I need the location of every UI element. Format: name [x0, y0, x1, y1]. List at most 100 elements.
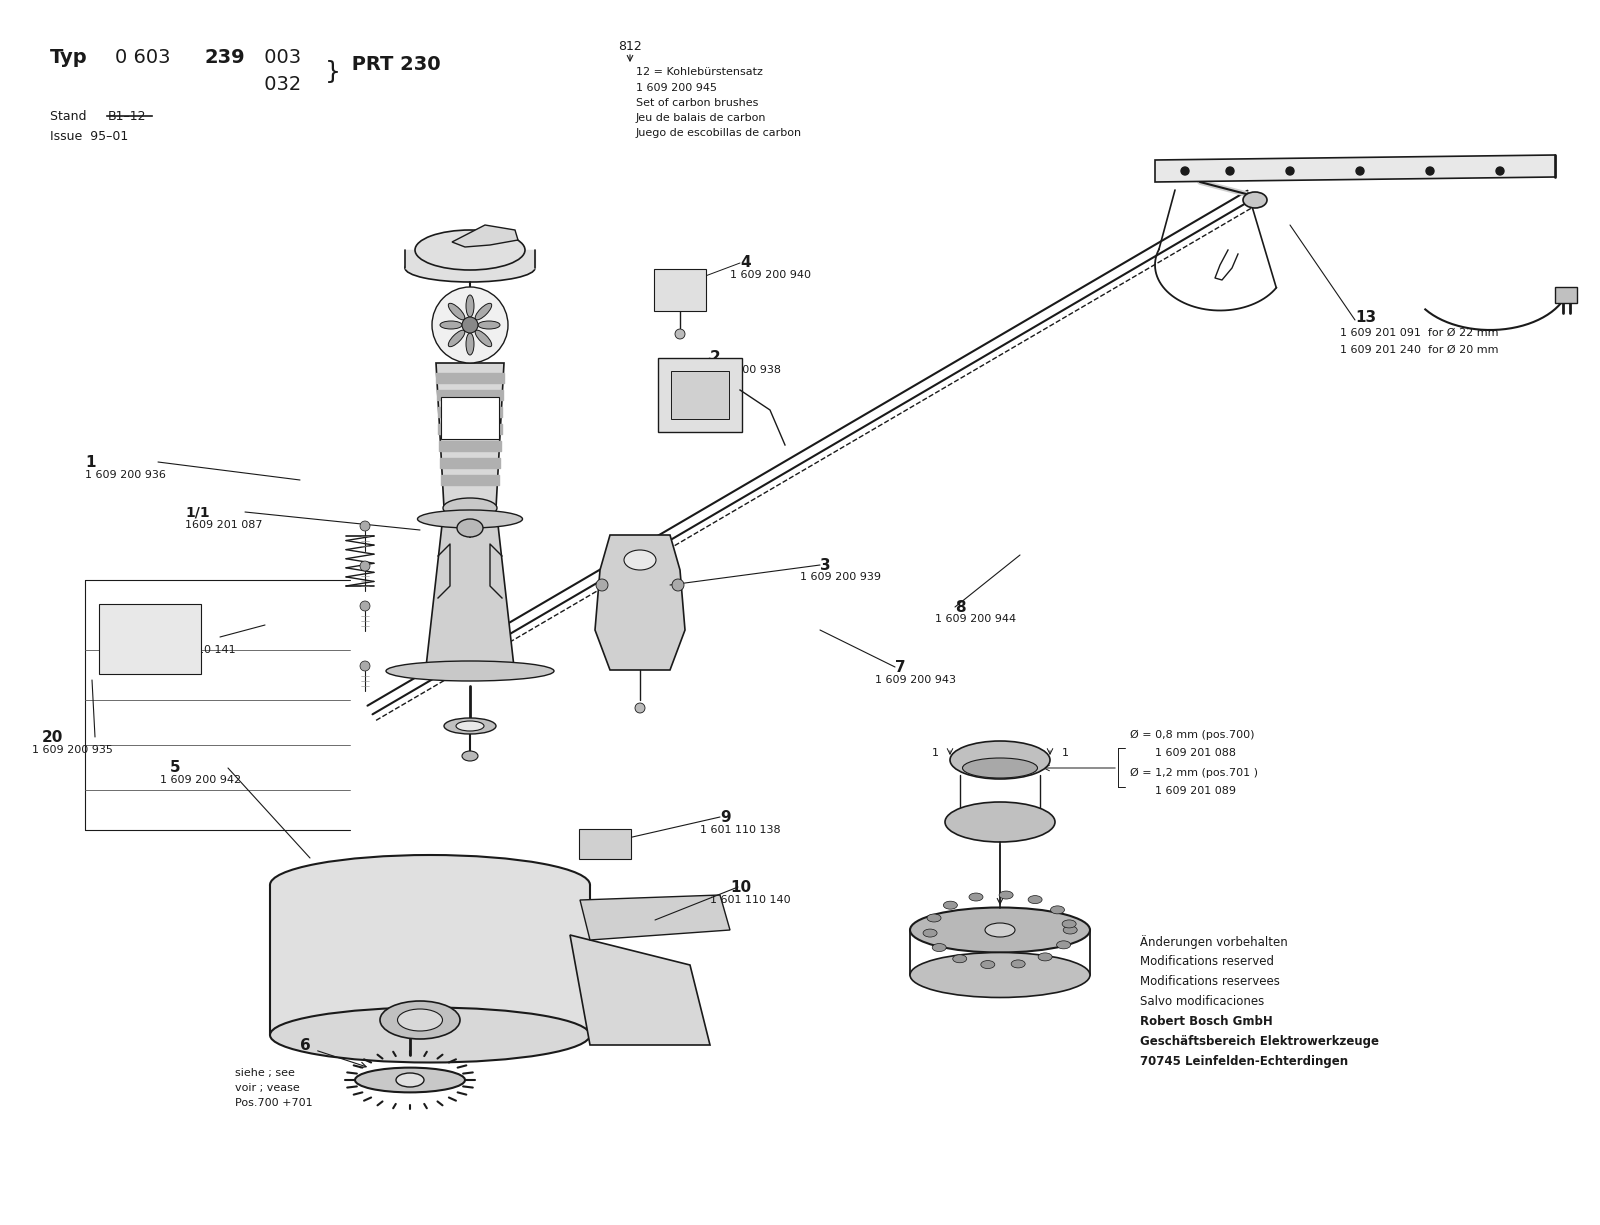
Ellipse shape [456, 722, 483, 731]
Ellipse shape [910, 953, 1090, 997]
Text: 1 601 110 138: 1 601 110 138 [701, 824, 781, 835]
Text: Geschäftsbereich Elektrowerkzeuge: Geschäftsbereich Elektrowerkzeuge [1139, 1035, 1379, 1049]
Text: 1 609 200 939: 1 609 200 939 [800, 572, 882, 582]
Text: Stand: Stand [50, 110, 91, 123]
Ellipse shape [1243, 192, 1267, 208]
Text: 1 601 110 140: 1 601 110 140 [710, 895, 790, 905]
Polygon shape [595, 535, 685, 670]
Text: Jeu de balais de carbon: Jeu de balais de carbon [637, 113, 766, 123]
Text: Änderungen vorbehalten: Änderungen vorbehalten [1139, 935, 1288, 949]
Text: 1 609 200 935: 1 609 200 935 [32, 745, 114, 755]
Ellipse shape [270, 855, 590, 915]
Ellipse shape [475, 331, 491, 347]
Ellipse shape [910, 908, 1090, 953]
Text: 1 609 200 940: 1 609 200 940 [730, 270, 811, 281]
Ellipse shape [998, 891, 1013, 899]
FancyBboxPatch shape [442, 397, 499, 439]
Polygon shape [453, 225, 518, 247]
Circle shape [1357, 167, 1363, 175]
Text: Robert Bosch GmbH: Robert Bosch GmbH [1139, 1016, 1272, 1028]
Ellipse shape [448, 331, 466, 347]
Ellipse shape [466, 333, 474, 355]
Ellipse shape [952, 954, 966, 963]
Text: 1 609 201 240  for Ø 20 mm: 1 609 201 240 for Ø 20 mm [1341, 345, 1499, 355]
Ellipse shape [397, 1009, 443, 1031]
Text: 1: 1 [931, 748, 939, 758]
Ellipse shape [946, 802, 1054, 842]
Text: 1 609 200 944: 1 609 200 944 [934, 614, 1016, 624]
FancyBboxPatch shape [579, 829, 630, 859]
FancyBboxPatch shape [99, 604, 202, 674]
Text: 8: 8 [955, 600, 966, 615]
Text: 1 601 110 141: 1 601 110 141 [155, 646, 235, 655]
Ellipse shape [466, 295, 474, 317]
Text: 1 609 200 936: 1 609 200 936 [85, 470, 166, 480]
Ellipse shape [270, 1007, 590, 1062]
Ellipse shape [923, 929, 938, 937]
Ellipse shape [926, 914, 941, 922]
Ellipse shape [1062, 920, 1077, 927]
Circle shape [462, 317, 478, 333]
Circle shape [360, 662, 370, 671]
Text: BOSCH: BOSCH [106, 612, 138, 621]
Text: B1–12: B1–12 [109, 110, 147, 123]
Text: 1 609 200 943: 1 609 200 943 [875, 675, 957, 685]
FancyBboxPatch shape [658, 358, 742, 432]
FancyBboxPatch shape [670, 371, 730, 419]
Ellipse shape [981, 960, 995, 969]
Ellipse shape [397, 1073, 424, 1087]
Ellipse shape [418, 510, 523, 528]
Circle shape [672, 579, 685, 590]
Polygon shape [579, 895, 730, 940]
Circle shape [1426, 167, 1434, 175]
Text: 2: 2 [710, 350, 720, 365]
Text: Salvo modificaciones: Salvo modificaciones [1139, 995, 1264, 1008]
Polygon shape [1155, 156, 1555, 183]
Ellipse shape [624, 550, 656, 570]
Ellipse shape [1051, 905, 1064, 914]
Ellipse shape [475, 304, 491, 320]
Text: 10: 10 [730, 880, 750, 895]
Text: Modifications reservees: Modifications reservees [1139, 975, 1280, 989]
Text: Modifications reserved: Modifications reserved [1139, 956, 1274, 968]
Text: 2: 2 [998, 742, 1005, 752]
Text: PRT 230: PRT 230 [106, 625, 133, 631]
Circle shape [595, 579, 608, 590]
Polygon shape [435, 363, 504, 508]
Text: 20: 20 [42, 730, 64, 745]
Polygon shape [270, 884, 590, 1035]
Text: Juego de escobillas de carbon: Juego de escobillas de carbon [637, 127, 802, 138]
Text: voir ; vease: voir ; vease [235, 1083, 299, 1093]
Text: 3: 3 [819, 559, 830, 573]
Text: siehe ; see: siehe ; see [235, 1068, 294, 1078]
Ellipse shape [381, 1001, 461, 1039]
Text: 1 609 201 091  for Ø 22 mm: 1 609 201 091 for Ø 22 mm [1341, 328, 1499, 338]
Ellipse shape [1029, 895, 1042, 904]
Text: Issue  95–01: Issue 95–01 [50, 130, 128, 143]
Ellipse shape [1064, 926, 1077, 933]
Text: 1/1: 1/1 [186, 505, 210, 519]
Text: 1 609 201 089: 1 609 201 089 [1155, 786, 1235, 796]
Text: 11: 11 [165, 630, 186, 646]
Text: 7: 7 [894, 660, 906, 675]
Ellipse shape [963, 758, 1037, 778]
Polygon shape [570, 935, 710, 1045]
Circle shape [360, 561, 370, 571]
Ellipse shape [1038, 953, 1053, 960]
Text: 1 609 201 088: 1 609 201 088 [1155, 748, 1235, 758]
Text: 5: 5 [170, 760, 181, 775]
Ellipse shape [478, 321, 499, 330]
Text: 1: 1 [1061, 748, 1069, 758]
Ellipse shape [440, 321, 462, 330]
Text: 6: 6 [301, 1038, 310, 1054]
Circle shape [1181, 167, 1189, 175]
Text: 812: 812 [618, 40, 642, 53]
Circle shape [1286, 167, 1294, 175]
Text: Set of carbon brushes: Set of carbon brushes [637, 98, 758, 108]
Circle shape [1496, 167, 1504, 175]
Circle shape [675, 330, 685, 339]
Text: 1 609 200 942: 1 609 200 942 [160, 775, 242, 785]
Circle shape [360, 601, 370, 611]
Text: 9: 9 [720, 810, 731, 824]
Text: Typ: Typ [50, 48, 88, 67]
